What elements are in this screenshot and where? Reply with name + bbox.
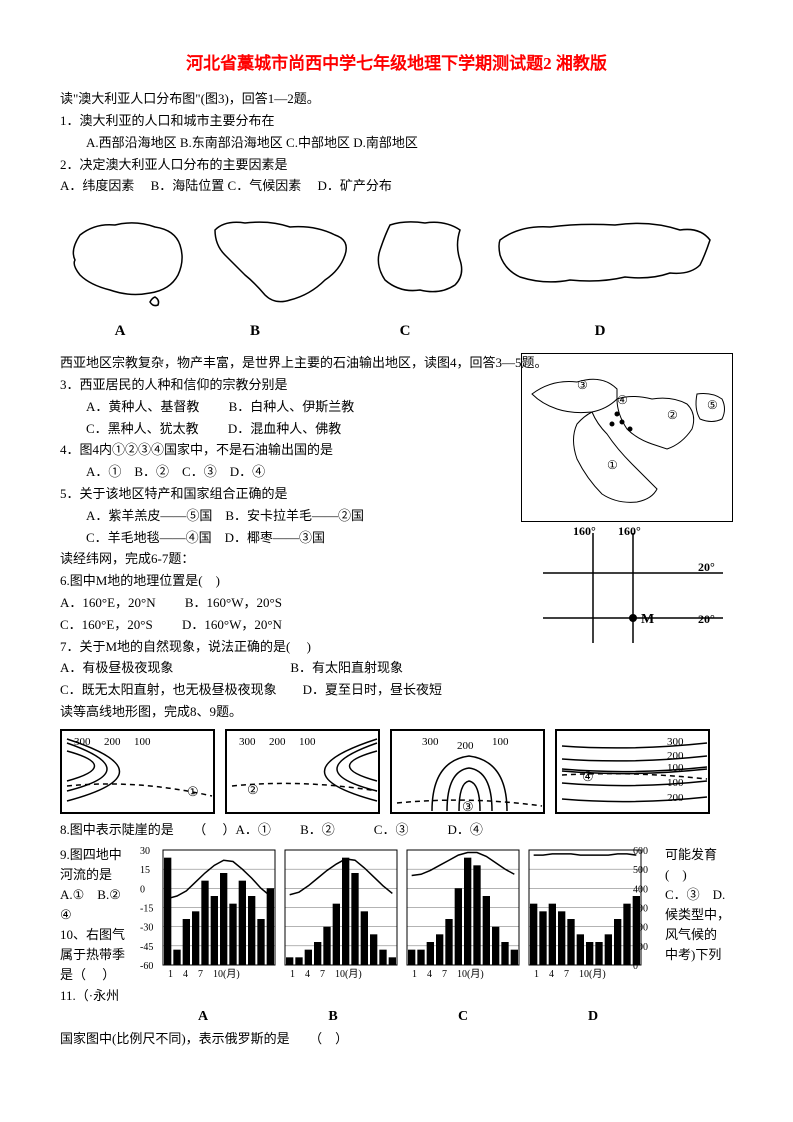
- q9-r6: 风气候的: [665, 925, 733, 945]
- question-5-opt-b: C．羊毛地毯——④国 D．椰枣——③国: [60, 528, 460, 549]
- q9-l4: ④: [60, 905, 138, 925]
- question-2-options: A．纬度因素 B．海陆位置 C．气候因素 D．矿产分布: [60, 176, 733, 197]
- climate-label-a: A: [138, 1006, 268, 1028]
- question-6-opt-b: C．160°E，20°S D．160°W，20°N: [60, 615, 460, 636]
- svg-text:100: 100: [134, 736, 151, 748]
- climate-left-text: 9.图四地中 河流的是 A.① B.② ④ 10、右图气 属于热带季 是（ ） …: [60, 845, 138, 1006]
- svg-text:300: 300: [667, 736, 684, 748]
- q9-l2: 河流的是: [60, 865, 138, 885]
- svg-text:0: 0: [140, 884, 145, 895]
- climate-charts: 30150-15-30-45-6060050040030020010001 4 …: [138, 845, 665, 995]
- latlon-map: 160° 160° 20° 20° M: [523, 523, 733, 660]
- svg-text:300: 300: [239, 736, 256, 748]
- contour-2: 300 200 100 ②: [225, 729, 380, 814]
- westasia-num-2: ②: [667, 408, 678, 422]
- map-label-a: A: [60, 319, 180, 343]
- question-6: 6.图中M地的地理位置是( ): [60, 571, 460, 592]
- svg-text:①: ①: [187, 784, 199, 799]
- svg-text:300: 300: [74, 736, 91, 748]
- westasia-num-4: ④: [617, 393, 628, 407]
- map-label-b: B: [180, 319, 330, 343]
- svg-text:200: 200: [104, 736, 121, 748]
- q9-l6: 属于热带季: [60, 945, 138, 965]
- q9-l5: 10、右图气: [60, 925, 138, 945]
- svg-text:100: 100: [667, 777, 684, 789]
- point-m-label: M: [641, 612, 654, 627]
- map-labels-row: A B C D: [60, 319, 720, 343]
- svg-text:200: 200: [269, 736, 286, 748]
- point-m-icon: [629, 614, 637, 622]
- intro-text: 读"澳大利亚人口分布图"(图3)，回答1—2题。: [60, 89, 733, 110]
- svg-text:-60: -60: [140, 961, 153, 972]
- lat-label-2: 20°: [698, 612, 715, 626]
- climate-label-d: D: [528, 1006, 658, 1028]
- question-4: 4．图4内①②③④国家中，不是石油输出国的是: [60, 440, 460, 461]
- svg-text:200: 200: [667, 750, 684, 762]
- q9-r2: ( ): [665, 865, 733, 885]
- map-label-d: D: [480, 319, 720, 343]
- svg-text:③: ③: [462, 799, 474, 814]
- climate-labels-row: A B C D: [138, 1006, 658, 1028]
- q9-l3: A.① B.②: [60, 885, 138, 905]
- svg-text:②: ②: [247, 782, 259, 797]
- svg-text:1 4 7 10(月): 1 4 7 10(月): [412, 968, 484, 980]
- question-4-options: A．① B．② C．③ D．④: [60, 462, 460, 483]
- svg-text:1 4 7 10(月): 1 4 7 10(月): [168, 968, 240, 980]
- intro-3: 读经纬网，完成6-7题：: [60, 549, 460, 570]
- question-3: 3．西亚居民的人种和信仰的宗教分别是: [60, 375, 460, 396]
- contour-1: 300 200 100 ①: [60, 729, 215, 814]
- svg-text:200: 200: [457, 740, 474, 752]
- svg-text:200: 200: [667, 792, 684, 804]
- q9-r5: 候类型中，: [665, 905, 733, 925]
- svg-text:100: 100: [299, 736, 316, 748]
- question-5-opt-a: A．紫羊羔皮——⑤国 B．安卡拉羊毛——②国: [60, 506, 460, 527]
- question-7: 7．关于M地的自然现象，说法正确的是( ): [60, 637, 460, 658]
- question-7-opt-b: C．既无太阳直射，也无极昼极夜现象 D．夏至日时，昼长夜短: [60, 680, 520, 701]
- svg-text:-45: -45: [140, 941, 153, 952]
- lon-label-1: 160°: [573, 524, 596, 538]
- question-3-opt-b: C．黑种人、犹太教 D．混血种人、佛教: [60, 419, 460, 440]
- climate-right-text: 可能发育 ( ) C．③ D. 候类型中， 风气候的 中考)下列: [665, 845, 733, 966]
- page-title: 河北省藁城市尚西中学七年级地理下学期测试题2 湘教版: [60, 50, 733, 77]
- svg-text:1 4 7 10(月): 1 4 7 10(月): [290, 968, 362, 980]
- q9-r8: 中考)下列: [665, 945, 733, 965]
- svg-text:30: 30: [140, 846, 150, 857]
- question-7-opt-a: A．有极昼极夜现象 B．有太阳直射现象: [60, 658, 520, 679]
- q9-l1: 9.图四地中: [60, 845, 138, 865]
- climate-label-b: B: [268, 1006, 398, 1028]
- q9-r1: 可能发育: [665, 845, 733, 865]
- svg-text:300: 300: [422, 736, 439, 748]
- question-3-opt-a: A．黄种人、基督教 B．白种人、伊斯兰教: [60, 397, 460, 418]
- svg-text:100: 100: [492, 736, 509, 748]
- svg-text:100: 100: [667, 762, 684, 774]
- westasia-num-5: ⑤: [707, 398, 718, 412]
- west-asia-map: ① ② ③ ④ ⑤: [521, 353, 733, 522]
- q9-l7: 是（ ）: [60, 965, 138, 985]
- svg-text:-15: -15: [140, 903, 153, 914]
- question-11: 国家图中(比例尺不同)，表示俄罗斯的是 （ ）: [60, 1029, 733, 1050]
- question-1: 1．澳大利亚的人口和城市主要分布在: [60, 111, 733, 132]
- q9-l8: 11.（·永州: [60, 986, 138, 1006]
- question-6-opt-a: A．160°E，20°N B．160°W，20°S: [60, 593, 460, 614]
- question-8: 8.图中表示陡崖的是 （ ）A．① B．② C．③ D．④: [60, 820, 733, 841]
- svg-text:1 4 7 10(月): 1 4 7 10(月): [534, 968, 606, 980]
- question-5: 5．关于该地区特产和国家组合正确的是: [60, 484, 460, 505]
- westasia-num-3: ③: [577, 378, 588, 392]
- climate-label-c: C: [398, 1006, 528, 1028]
- q9-r3: C．③ D.: [665, 885, 733, 905]
- question-2: 2．决定澳大利亚人口分布的主要因素是: [60, 155, 733, 176]
- svg-text:-30: -30: [140, 922, 153, 933]
- contour-maps-row: 300200100 ① 300200100 ② 300200100 ③: [60, 729, 733, 814]
- lat-label-1: 20°: [698, 560, 715, 574]
- lon-label-2: 160°: [618, 524, 641, 538]
- question-1-options: A.西部沿海地区 B.东南部沿海地区 C.中部地区 D.南部地区: [60, 133, 733, 154]
- country-maps-row: [60, 205, 720, 315]
- contour-4: 300 200 100 100 200 ④: [555, 729, 710, 814]
- svg-text:15: 15: [140, 865, 150, 876]
- westasia-num-1: ①: [607, 458, 618, 472]
- map-label-c: C: [330, 319, 480, 343]
- contour-3: 300 200 100 ③: [390, 729, 545, 814]
- intro-4: 读等高线地形图，完成8、9题。: [60, 702, 460, 723]
- svg-text:④: ④: [582, 769, 594, 784]
